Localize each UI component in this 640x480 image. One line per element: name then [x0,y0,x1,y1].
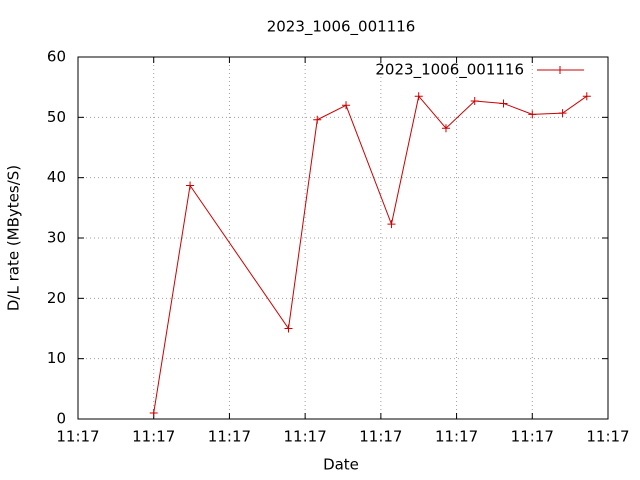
y-tick-label: 20 [47,289,66,307]
data-point [149,408,158,417]
x-tick-label: 11:17 [511,428,554,446]
x-axis-label: Date [323,456,359,474]
data-point [441,124,450,133]
data-point [414,92,423,101]
y-tick-label: 40 [47,168,66,186]
data-point [313,115,322,124]
y-axis-label: D/L rate (MBytes/S) [5,165,23,311]
x-tick-label: 11:17 [56,428,99,446]
x-tick-label: 11:17 [359,428,402,446]
data-point [342,101,351,110]
x-tick-label: 11:17 [435,428,478,446]
legend-label: 2023_1006_001116 [375,61,524,80]
x-tick-label: 11:17 [208,428,251,446]
plot-border [77,56,609,420]
data-point [528,110,537,119]
data-point [582,92,591,101]
x-tick-label: 11:17 [132,428,175,446]
data-point [284,324,293,333]
data-point [387,220,396,229]
data-point [558,109,567,118]
data-point [499,99,508,108]
y-tick-label: 10 [47,349,66,367]
chart-title: 2023_1006_001116 [267,18,416,37]
y-tick-label: 60 [47,48,66,66]
legend-marker [556,66,564,74]
x-tick-label: 11:17 [586,428,629,446]
data-point [186,181,195,190]
y-tick-label: 30 [47,229,66,247]
y-tick-label: 0 [56,410,66,428]
x-tick-label: 11:17 [284,428,327,446]
data-point [470,97,479,106]
y-tick-label: 50 [47,108,66,126]
